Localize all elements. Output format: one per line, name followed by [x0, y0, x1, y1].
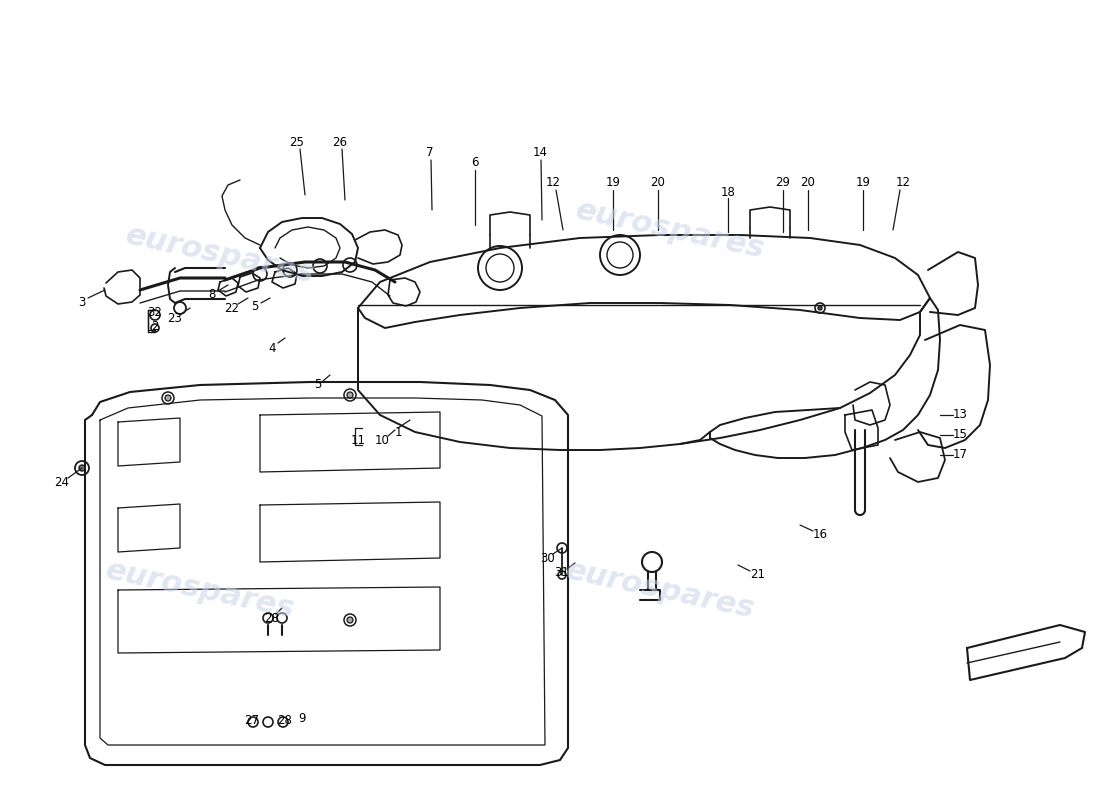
Text: 1: 1	[394, 426, 402, 438]
Text: 21: 21	[750, 569, 766, 582]
Text: 25: 25	[289, 135, 305, 149]
Text: eurospares: eurospares	[563, 556, 757, 624]
Text: 26: 26	[332, 135, 348, 149]
Text: 29: 29	[776, 177, 791, 190]
Text: 15: 15	[953, 429, 967, 442]
Circle shape	[346, 392, 353, 398]
Text: 5: 5	[251, 301, 258, 314]
Text: 32: 32	[147, 306, 163, 319]
Circle shape	[818, 306, 822, 310]
Circle shape	[346, 617, 353, 623]
Text: 28: 28	[265, 611, 279, 625]
Text: 7: 7	[427, 146, 433, 159]
Text: 11: 11	[351, 434, 365, 446]
Text: 20: 20	[650, 177, 666, 190]
Text: 10: 10	[375, 434, 389, 446]
Text: 31: 31	[554, 566, 570, 579]
Text: 27: 27	[244, 714, 260, 726]
Text: 16: 16	[813, 529, 827, 542]
Text: 12: 12	[895, 177, 911, 190]
Text: 30: 30	[540, 551, 556, 565]
Text: 19: 19	[856, 177, 870, 190]
Text: 18: 18	[720, 186, 736, 198]
Text: 19: 19	[605, 177, 620, 190]
Text: 13: 13	[953, 409, 967, 422]
Text: eurospares: eurospares	[573, 196, 768, 264]
Text: 8: 8	[208, 289, 216, 302]
Text: 3: 3	[78, 297, 86, 310]
Text: 12: 12	[546, 177, 561, 190]
Text: 2: 2	[152, 321, 158, 334]
Text: 24: 24	[55, 477, 69, 490]
Text: 22: 22	[224, 302, 240, 314]
Text: 20: 20	[801, 177, 815, 190]
Text: 9: 9	[298, 711, 306, 725]
Text: 14: 14	[532, 146, 548, 159]
Text: 6: 6	[471, 157, 478, 170]
Circle shape	[79, 465, 85, 471]
Text: 28: 28	[277, 714, 293, 726]
Circle shape	[165, 395, 170, 401]
Text: 17: 17	[953, 449, 968, 462]
Text: eurospares: eurospares	[102, 556, 297, 624]
Text: eurospares: eurospares	[123, 221, 317, 290]
Text: 23: 23	[167, 311, 183, 325]
Text: 4: 4	[268, 342, 276, 354]
Text: 5: 5	[315, 378, 321, 391]
